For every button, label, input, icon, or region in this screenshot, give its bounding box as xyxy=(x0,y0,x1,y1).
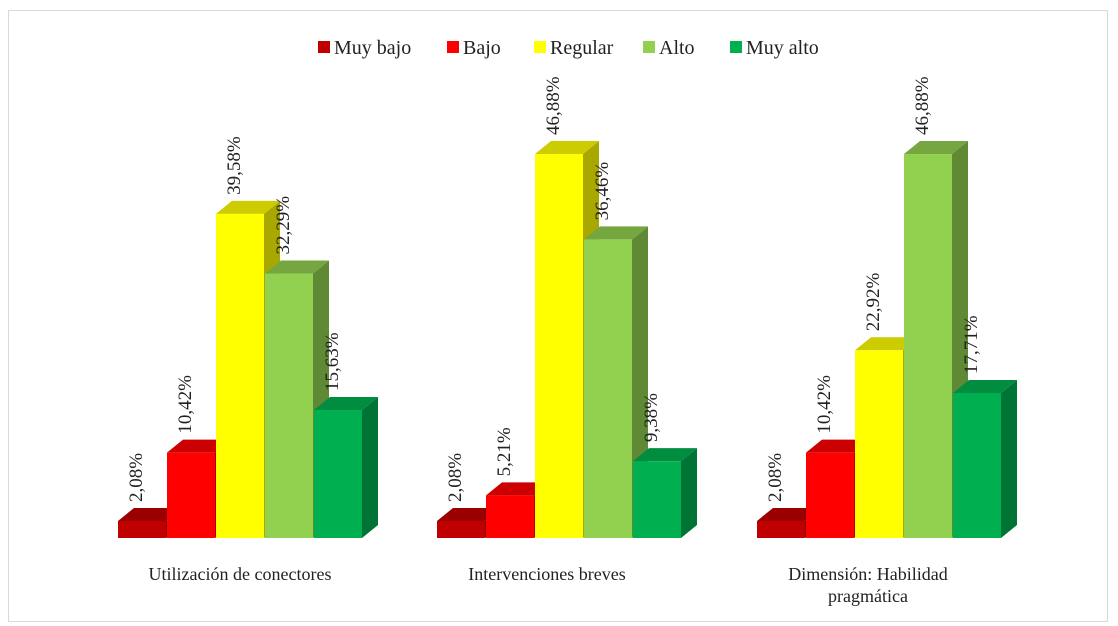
bar-muy-alto xyxy=(314,409,362,538)
bar-top xyxy=(265,260,329,274)
data-label: 22,92% xyxy=(863,273,884,332)
data-label: 32,29% xyxy=(273,196,294,255)
bar-top xyxy=(633,448,697,462)
legend-label-muy-alto: Muy alto xyxy=(746,37,819,59)
category-label: pragmática xyxy=(828,586,908,606)
legend-swatch-muy-alto xyxy=(730,41,742,53)
bar-bajo xyxy=(486,495,534,538)
legend-swatch-regular xyxy=(534,41,546,53)
data-label: 9,38% xyxy=(641,393,662,442)
bar-regular xyxy=(535,154,583,538)
data-label: 2,08% xyxy=(126,453,147,502)
data-label: 36,46% xyxy=(592,162,613,221)
category-label: Intervenciones breves xyxy=(468,564,625,584)
legend-swatch-alto xyxy=(643,41,655,53)
bar-alto xyxy=(584,239,632,539)
bar-side xyxy=(362,396,378,538)
bar-muy-alto xyxy=(633,461,681,538)
data-label: 5,21% xyxy=(494,427,515,476)
bar-muy-bajo xyxy=(757,520,805,538)
bar-muy-alto xyxy=(953,392,1001,538)
bar-bajo xyxy=(167,452,215,538)
bar-regular xyxy=(216,213,264,539)
bar-top xyxy=(953,379,1017,393)
bar-bajo xyxy=(806,452,854,538)
bar-top xyxy=(584,226,648,240)
bar-alto xyxy=(265,273,313,538)
data-label: 10,42% xyxy=(814,375,835,434)
bar-muy-bajo xyxy=(118,520,166,538)
data-label: 2,08% xyxy=(765,453,786,502)
bar-top xyxy=(167,439,231,453)
bar-side xyxy=(1001,379,1017,538)
data-label: 15,63% xyxy=(322,332,343,391)
bar-top xyxy=(855,337,919,351)
bar-side xyxy=(681,448,697,538)
data-label: 17,71% xyxy=(961,315,982,374)
data-label: 10,42% xyxy=(175,375,196,434)
data-label: 46,88% xyxy=(543,76,564,135)
bar-top xyxy=(118,507,182,521)
legend-label-regular: Regular xyxy=(550,37,614,59)
bar-top xyxy=(535,141,599,155)
data-label: 39,58% xyxy=(224,136,245,195)
bar-top xyxy=(757,507,821,521)
data-label: 46,88% xyxy=(912,76,933,135)
legend-label-alto: Alto xyxy=(659,37,695,59)
bar-top xyxy=(216,200,280,214)
legend-label-muy-bajo: Muy bajo xyxy=(334,37,411,59)
bar-top xyxy=(437,507,501,521)
bar-top xyxy=(486,482,550,496)
bar-muy-bajo xyxy=(437,520,485,538)
data-label: 2,08% xyxy=(445,453,466,502)
bar-top xyxy=(806,439,870,453)
legend-swatch-muy-bajo xyxy=(318,41,330,53)
legend-label-bajo: Bajo xyxy=(463,37,501,59)
legend-swatch-bajo xyxy=(447,41,459,53)
bar-alto xyxy=(904,154,952,538)
bar-regular xyxy=(855,350,903,538)
category-label: Utilización de conectores xyxy=(149,564,332,584)
bar-top xyxy=(314,396,378,410)
bar-top xyxy=(904,141,968,155)
category-label: Dimensión: Habilidad xyxy=(788,564,947,584)
